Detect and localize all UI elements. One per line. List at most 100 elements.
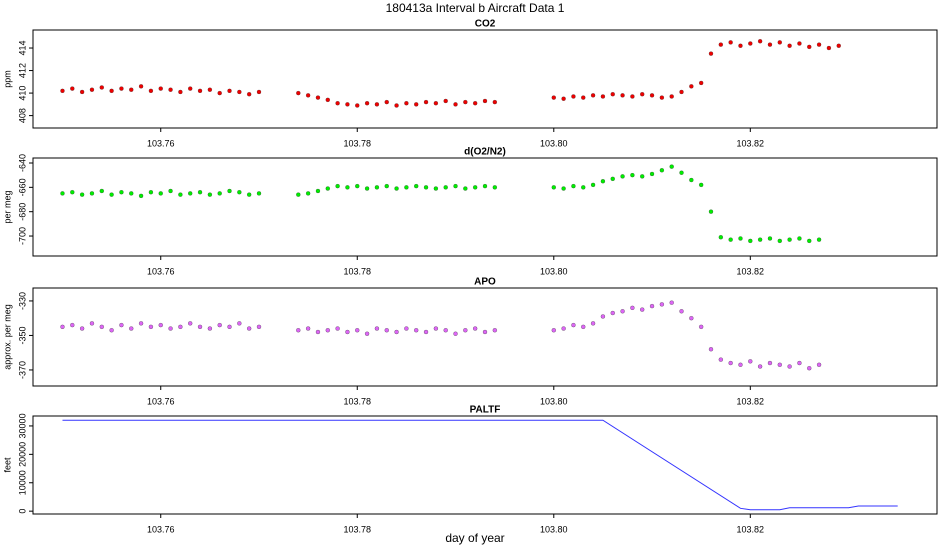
x-tick-label: 103.78 [343,396,371,406]
panel-title: CO2 [475,19,496,30]
data-point [394,186,399,191]
data-point [70,322,75,328]
plot-frame [32,287,938,387]
chart-title: 180413a Interval b Aircraft Data 1 [386,1,565,15]
data-point [482,183,488,189]
data-point [158,191,163,196]
x-tick-label: 103.80 [540,524,568,534]
x-tick-label: 103.82 [737,396,765,406]
data-point [364,331,370,336]
data-point [129,191,134,196]
data-point [620,93,625,98]
data-point [443,328,448,333]
y-tick-label: -640 [17,154,27,172]
data-point [551,328,556,333]
data-point [787,237,792,242]
data-point [138,84,144,89]
data-point [649,303,655,309]
data-point [414,328,419,333]
data-point [364,101,370,106]
data-point [384,328,389,333]
data-point [561,96,566,101]
x-tick-label: 103.82 [737,524,765,534]
data-point [453,183,458,189]
data-point [404,185,409,190]
data-point [227,188,232,194]
data-point [659,168,665,173]
data-point [325,186,330,191]
x-tick-label: 103.78 [343,138,371,148]
data-point [99,188,104,194]
data-point [345,102,350,107]
data-point [473,185,478,190]
data-point [463,186,468,191]
data-point [148,190,154,195]
data-point [148,88,154,93]
data-point [256,324,262,329]
data-point [119,86,124,91]
data-point [60,191,65,196]
data-point [473,326,478,331]
data-point [738,362,743,367]
data-point [384,183,389,189]
y-tick-label: 20000 [17,442,27,467]
data-point [708,347,714,352]
data-point [168,188,173,194]
data-point [335,326,340,331]
data-point [610,92,615,97]
data-point [109,192,114,197]
data-point [178,192,183,197]
data-point [620,174,625,179]
data-point [787,43,792,48]
data-point [689,316,694,321]
y-tick-label: 0 [17,509,27,514]
data-point [718,357,723,362]
data-point [79,89,85,95]
x-tick-label: 103.76 [147,138,175,148]
y-axis-label: approx. per meg [2,304,12,370]
data-point [70,86,75,91]
data-point [70,190,75,195]
data-point [423,99,429,105]
data-point [207,326,213,331]
data-point [757,237,763,242]
data-point [630,94,635,99]
data-point [669,164,674,169]
data-point [138,321,144,326]
data-point [797,360,802,366]
data-point [581,95,586,100]
data-point [404,101,409,106]
x-tick-label: 103.82 [737,138,765,148]
data-point [404,326,409,331]
data-point [482,98,488,104]
data-point [590,182,596,188]
data-point [797,41,802,46]
data-point [630,305,635,310]
data-point [649,171,655,177]
data-point [355,103,360,108]
data-point [482,329,488,335]
data-point [767,236,773,241]
data-point [237,321,242,326]
data-point [335,183,340,189]
data-point [158,86,163,91]
data-point [571,183,576,189]
data-point [217,90,222,96]
data-point [777,362,782,367]
data-point [394,329,399,335]
y-tick-label: 410 [17,86,27,101]
data-point [581,185,586,190]
data-point [188,321,193,326]
data-point [109,328,114,333]
data-point [807,44,812,50]
x-axis-label: day of year [445,531,504,545]
data-point [197,324,203,329]
data-point [178,324,183,329]
data-point [79,326,85,331]
data-point [600,314,606,319]
plot-frame [32,29,938,129]
data-point [679,89,684,95]
data-point [590,321,596,326]
plot-frame [32,157,938,257]
plot-frame [32,415,938,515]
